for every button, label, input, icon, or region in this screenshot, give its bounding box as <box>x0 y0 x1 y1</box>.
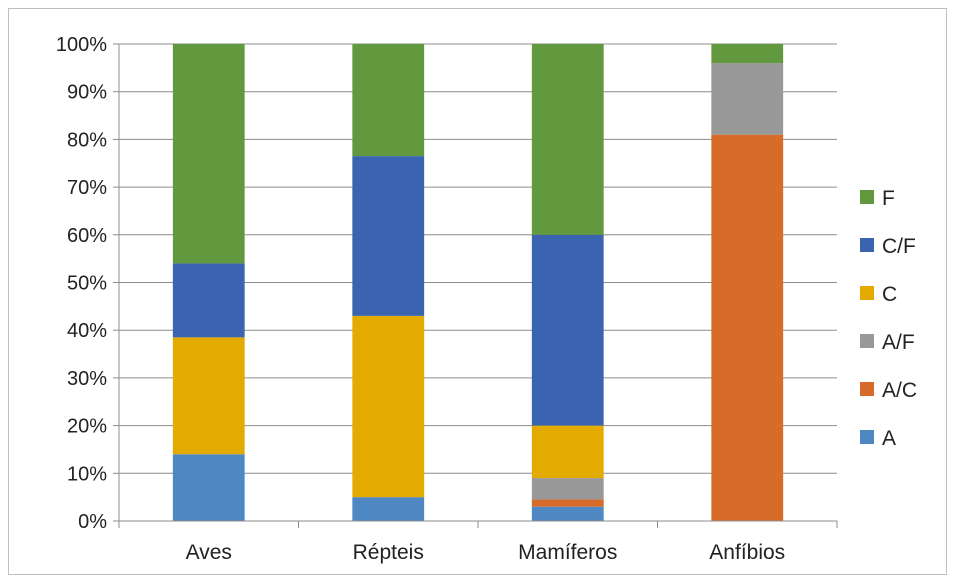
y-tick-label: 100% <box>56 34 107 56</box>
bar-segment-a <box>531 506 604 521</box>
legend-label: A/C <box>882 379 917 402</box>
y-tick-label: 40% <box>67 320 107 342</box>
x-category-labels: Aves Répteis Mamíferos Anfíbios <box>186 541 786 564</box>
legend-label: F <box>882 187 895 210</box>
bar-segment-c <box>531 425 604 479</box>
bar-segment-c <box>352 315 425 498</box>
y-tick-label: 30% <box>67 368 107 390</box>
bar-segment-f <box>711 44 784 64</box>
legend-swatch <box>860 334 874 348</box>
y-tick-label: 50% <box>67 273 107 295</box>
y-tick-label: 70% <box>67 177 107 199</box>
bar-segment-c-f <box>172 263 245 338</box>
x-category-label: Aves <box>186 541 232 564</box>
y-tick-label: 10% <box>67 463 107 485</box>
y-tick-label: 0% <box>78 511 107 533</box>
bar-segment-f <box>352 44 425 157</box>
bar-segment-c <box>172 337 245 455</box>
bar-segment-f <box>172 44 245 264</box>
y-tick-label: 90% <box>67 82 107 104</box>
legend-label: A <box>882 427 896 450</box>
legend-label: A/F <box>882 331 915 354</box>
y-tick-label: 60% <box>67 225 107 247</box>
bars <box>172 44 784 521</box>
legend-swatch <box>860 382 874 396</box>
x-category-label: Répteis <box>353 541 424 564</box>
bar-segment-a-f <box>531 478 604 500</box>
legend-swatch <box>860 190 874 204</box>
bar-segment-a <box>172 454 245 521</box>
x-category-label: Mamíferos <box>518 541 617 564</box>
chart-frame: 0% 10% 20% 30% 40% 50% 60% 70% 80% 90% 100% Aves Ré… <box>8 8 947 575</box>
legend-label: C <box>882 283 897 306</box>
stacked-bar-chart: 0% 10% 20% 30% 40% 50% 60% 70% 80% 90% 100% Aves Ré… <box>56 34 917 564</box>
bar-segment-a-f <box>711 63 784 135</box>
bar-segment-a-c <box>711 134 784 521</box>
bar-segment-a-c <box>531 499 604 507</box>
y-tick-label: 20% <box>67 416 107 438</box>
legend-swatch <box>860 286 874 300</box>
axes <box>113 43 838 528</box>
x-category-label: Anfíbios <box>709 541 785 564</box>
legend-swatch <box>860 430 874 444</box>
bar-segment-c-f <box>352 156 425 316</box>
legend-label: C/F <box>882 235 916 258</box>
bar-segment-c-f <box>531 234 604 426</box>
bar-segment-f <box>531 44 604 235</box>
y-tick-label: 80% <box>67 129 107 151</box>
bar-segment-a <box>352 497 425 521</box>
y-tick-labels: 0% 10% 20% 30% 40% 50% 60% 70% 80% 90% 100% <box>56 34 107 533</box>
legend: F C/F C A/F A/C A <box>860 187 917 450</box>
legend-swatch <box>860 238 874 252</box>
